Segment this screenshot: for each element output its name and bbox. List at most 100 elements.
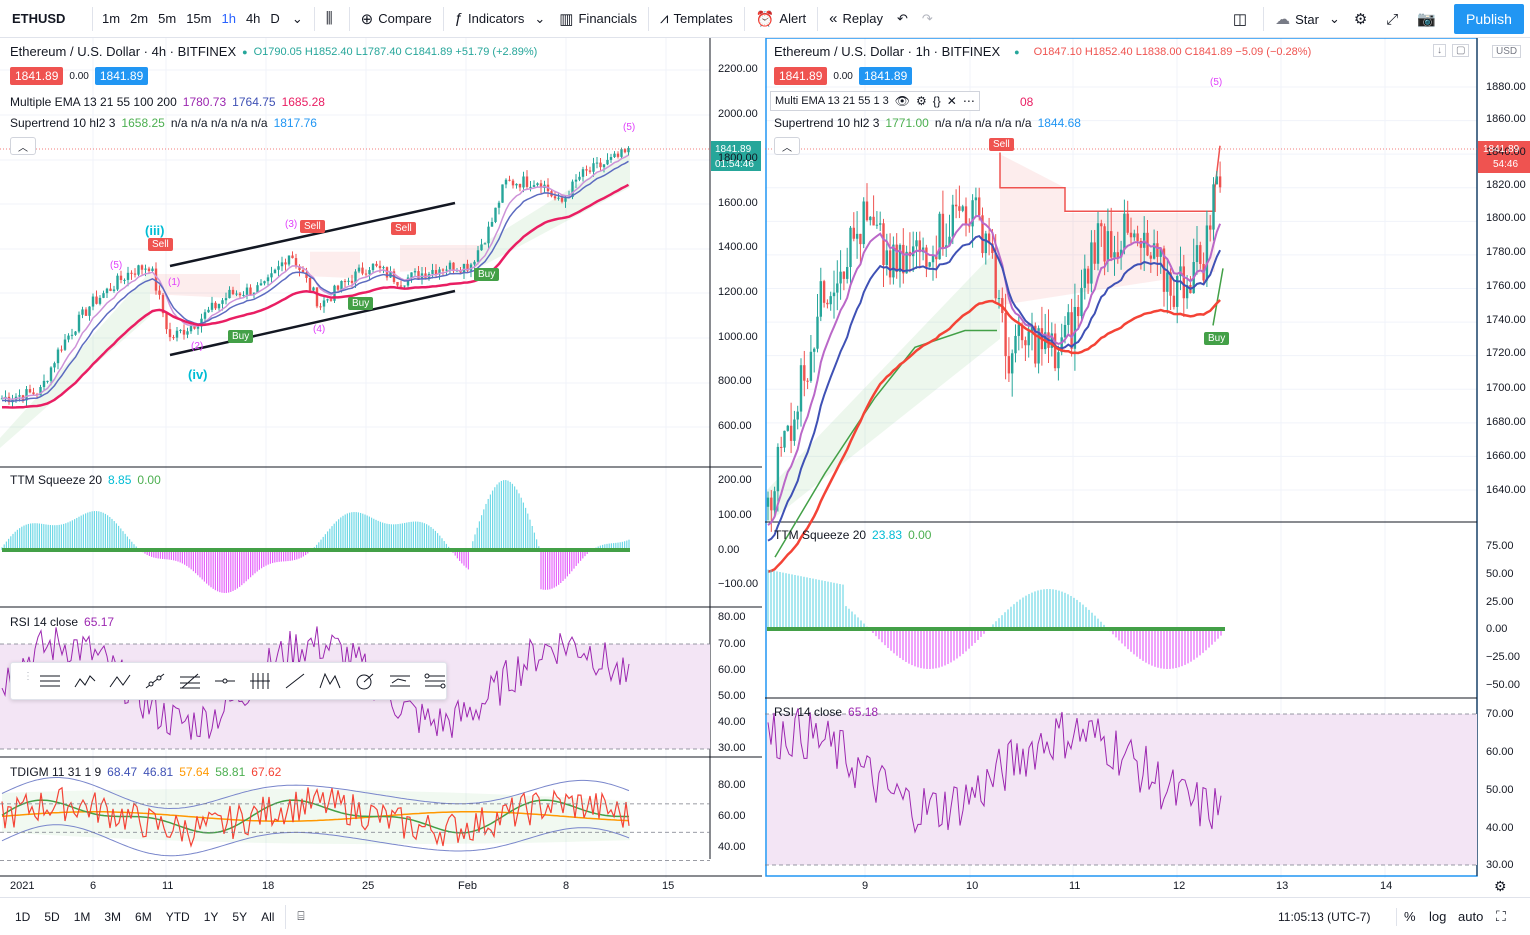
maximize-pane-icon[interactable]: ▢ xyxy=(1452,44,1470,57)
fullscreen-icon[interactable]: ⛶ xyxy=(1496,908,1506,924)
interval-5m[interactable]: 5m xyxy=(158,11,177,26)
horizontal-lines-tool-icon[interactable] xyxy=(38,671,62,691)
collapse-legend-button[interactable]: ︿ xyxy=(774,137,800,155)
left-supertrend-legend[interactable]: Supertrend 10 hl2 3 1658.25 n/a n/a n/a … xyxy=(10,116,317,130)
symbol-search[interactable]: ETHUSD xyxy=(12,11,66,26)
candle-body xyxy=(231,289,235,295)
range-1D[interactable]: 1D xyxy=(15,909,31,924)
bid-price-button[interactable]: 1841.89 xyxy=(10,67,64,85)
interval-D[interactable]: D xyxy=(270,11,280,26)
fib-tool-icon[interactable] xyxy=(178,671,202,691)
ask-price-button[interactable]: 1841.89 xyxy=(94,67,149,85)
chart-settings-icon[interactable]: ⚙ xyxy=(1494,878,1507,894)
range-All[interactable]: All xyxy=(261,909,275,924)
candle-body xyxy=(1067,312,1070,325)
candle-body xyxy=(116,275,119,290)
interval-1m[interactable]: 1m xyxy=(102,11,121,26)
close-icon[interactable]: ✕ xyxy=(946,94,957,108)
templates-button[interactable]: ⩘ Templates xyxy=(653,0,740,38)
range-5Y[interactable]: 5Y xyxy=(232,909,248,924)
candle-body xyxy=(1034,325,1037,364)
trend-line-tool-icon[interactable] xyxy=(143,671,167,691)
range-1Y[interactable]: 1Y xyxy=(203,909,219,924)
cycle-tool-icon[interactable] xyxy=(353,671,377,691)
candle-body xyxy=(39,387,42,396)
settings-button[interactable]: ⚙ xyxy=(1347,0,1379,38)
left-rsi-legend[interactable]: RSI 14 close 65.17 xyxy=(10,615,114,629)
range-1M[interactable]: 1M xyxy=(73,909,91,924)
percent-toggle[interactable]: % xyxy=(1404,909,1416,924)
right-supertrend-legend[interactable]: Supertrend 10 hl2 3 1771.00 n/a n/a n/a … xyxy=(774,116,1081,130)
candle-body xyxy=(252,292,256,296)
candle-body xyxy=(839,271,842,284)
collapse-legend-button[interactable]: ︿ xyxy=(10,137,36,155)
indicators-button[interactable]: ƒ Indicators ⌄ xyxy=(448,0,553,38)
compare-button[interactable]: ⊕ Compare xyxy=(354,0,439,38)
source-code-icon[interactable]: {} xyxy=(932,94,941,108)
snapshot-button[interactable]: 📷 xyxy=(1410,0,1448,38)
drawing-toolbar[interactable]: ⋮ xyxy=(10,662,447,700)
interval-15m[interactable]: 15m xyxy=(186,11,212,26)
range-6M[interactable]: 6M xyxy=(135,909,152,924)
vertical-lines-tool-icon[interactable] xyxy=(248,671,272,691)
more-icon[interactable]: ⋯ xyxy=(962,94,975,108)
interval-1h[interactable]: 1h xyxy=(221,11,236,26)
right-rsi-legend[interactable]: RSI 14 close 65.18 xyxy=(774,705,878,719)
goto-date-button[interactable]: ⌸ xyxy=(290,909,311,924)
supertrend-legend-label: Supertrend 10 hl2 3 xyxy=(10,116,116,130)
left-chart-canvas[interactable] xyxy=(0,38,762,897)
right-ema-legend[interactable]: Multi EMA 13 21 55 1 3 👁 ⚙ {} ✕ ⋯ xyxy=(770,91,980,111)
publish-button[interactable]: Publish xyxy=(1454,4,1524,34)
ema-legend-label: Multi EMA 13 21 55 1 3 xyxy=(775,95,889,107)
financials-button[interactable]: ▥ Financials xyxy=(552,0,644,38)
alert-button[interactable]: ⏰ Alert xyxy=(749,0,813,38)
undo-button[interactable]: ↶ xyxy=(890,0,915,38)
candle-body xyxy=(371,263,375,271)
interval-2m[interactable]: 2m xyxy=(130,11,149,26)
line-tool-icon[interactable] xyxy=(283,671,307,691)
currency-label[interactable]: USD xyxy=(1492,45,1522,58)
right-ttm-legend[interactable]: TTM Squeeze 20 23.83 0.00 xyxy=(774,528,931,542)
candle-body xyxy=(112,289,116,291)
bid-price-button[interactable]: 1841.89 xyxy=(774,67,828,85)
ttm-value-2: 0.00 xyxy=(908,528,932,542)
candle-body xyxy=(102,293,105,298)
abc-wave-tool-icon[interactable] xyxy=(108,671,132,691)
range-3M[interactable]: 3M xyxy=(104,909,122,924)
scroll-down-icon[interactable]: ↓ xyxy=(1433,44,1446,57)
star-button[interactable]: ☁ Star ⌄ xyxy=(1268,0,1347,38)
left-tdi-legend[interactable]: TDIGM 11 31 1 9 68.47 46.81 57.64 58.81 … xyxy=(10,765,281,779)
replay-button[interactable]: « Replay xyxy=(822,0,890,38)
candle-body xyxy=(912,246,915,257)
interval-dropdown[interactable]: ⌄ xyxy=(285,0,310,38)
time-axis-label: 6 xyxy=(90,880,97,892)
supertrend-value-2: 1817.76 xyxy=(273,116,317,130)
candle-body xyxy=(978,197,981,216)
drag-handle-icon[interactable]: ⋮ xyxy=(23,671,33,682)
pattern-tool-icon[interactable] xyxy=(318,671,342,691)
auto-toggle[interactable]: auto xyxy=(1458,909,1484,924)
candle-body xyxy=(277,266,280,270)
right-chart-canvas[interactable] xyxy=(765,38,1530,897)
eye-icon[interactable]: 👁 xyxy=(894,94,910,108)
ranges-tool-icon[interactable] xyxy=(423,671,447,691)
ask-price-button[interactable]: 1841.89 xyxy=(858,67,913,85)
log-toggle[interactable]: log xyxy=(1429,909,1447,924)
range-5D[interactable]: 5D xyxy=(44,909,60,924)
layout-button[interactable]: ◫ xyxy=(1226,0,1259,38)
candle-body xyxy=(161,294,165,314)
range-YTD[interactable]: YTD xyxy=(165,909,190,924)
elliott-wave-tool-icon[interactable] xyxy=(73,671,97,691)
interval-4h[interactable]: 4h xyxy=(245,11,261,26)
clock[interactable]: 11:05:13 (UTC-7) xyxy=(1278,909,1371,924)
gear-icon[interactable]: ⚙ xyxy=(915,94,927,108)
horizontal-ray-tool-icon[interactable] xyxy=(213,671,237,691)
candle-body xyxy=(574,179,578,182)
fx-icon: ƒ xyxy=(454,10,464,27)
chart-type-button[interactable]: ⫼ xyxy=(319,0,345,38)
left-ema-legend[interactable]: Multiple EMA 13 21 55 100 200 1780.73 17… xyxy=(10,95,325,109)
left-ttm-legend[interactable]: TTM Squeeze 20 8.85 0.00 xyxy=(10,473,161,487)
projection-tool-icon[interactable] xyxy=(388,671,412,691)
redo-button[interactable]: ↷ xyxy=(915,0,940,38)
fullscreen-button[interactable]: ⤢ xyxy=(1379,0,1410,38)
